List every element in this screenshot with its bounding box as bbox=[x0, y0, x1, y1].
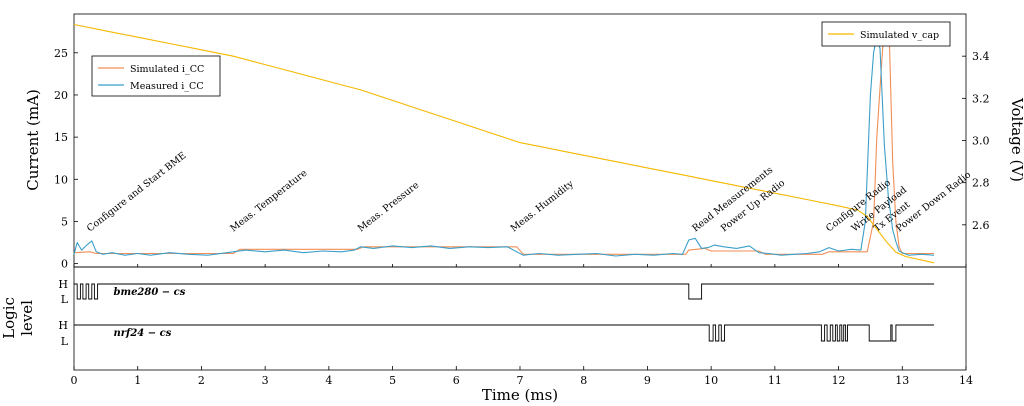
x-tick-label: 7 bbox=[517, 374, 524, 387]
y-right-tick-label: 3.2 bbox=[972, 92, 990, 105]
x-tick-label: 10 bbox=[704, 374, 718, 387]
x-tick-label: 5 bbox=[389, 374, 396, 387]
y-right-tick-label: 3.4 bbox=[972, 50, 990, 63]
y-right-axis-label: Voltage (V) bbox=[1008, 97, 1024, 182]
x-tick-label: 12 bbox=[832, 374, 846, 387]
legend-voltage-label: Simulated v_cap bbox=[860, 30, 939, 41]
chart-marks bbox=[73, 13, 967, 371]
y-left-tick-label: 5 bbox=[61, 215, 68, 228]
y-right-tick-label: 3.0 bbox=[972, 135, 990, 148]
logic-level-l: L bbox=[61, 293, 69, 306]
y-left-axis-label: Current (mA) bbox=[24, 89, 42, 191]
legend-current-label: Measured i_CC bbox=[130, 81, 204, 92]
x-tick-label: 14 bbox=[959, 374, 973, 387]
x-tick-label: 11 bbox=[768, 374, 782, 387]
logic-signal-trace-1 bbox=[74, 324, 935, 342]
series-line-1 bbox=[73, 35, 935, 257]
series-line-2 bbox=[73, 23, 935, 264]
y-right-tick-label: 2.6 bbox=[972, 219, 990, 232]
y-left-tick-label: 10 bbox=[54, 173, 68, 186]
x-tick-label: 8 bbox=[580, 374, 587, 387]
x-tick-label: 9 bbox=[644, 374, 651, 387]
logic-level-h: H bbox=[58, 278, 68, 291]
x-tick-label: 4 bbox=[325, 374, 332, 387]
y-right-tick-label: 2.8 bbox=[972, 177, 990, 190]
y-left-tick-label: 0 bbox=[61, 258, 68, 271]
logic-axis-label-line1: Logic bbox=[0, 297, 18, 339]
phase-annotation: Configure and Start BME bbox=[85, 150, 189, 234]
logic-level-h: H bbox=[58, 319, 68, 332]
legend-current-label: Simulated i_CC bbox=[130, 64, 204, 75]
x-axis-label: Time (ms) bbox=[482, 386, 558, 404]
x-tick-label: 13 bbox=[895, 374, 909, 387]
legend-current-box bbox=[91, 55, 221, 97]
logic-plot-frame bbox=[73, 266, 967, 371]
logic-signal-trace-0 bbox=[74, 283, 935, 300]
x-tick-label: 0 bbox=[71, 374, 78, 387]
logic-signal-label: nrf24 − cs bbox=[114, 328, 172, 339]
x-tick-label: 2 bbox=[198, 374, 205, 387]
logic-signal-label: bme280 − cs bbox=[114, 287, 186, 298]
logic-level-l: L bbox=[61, 335, 69, 348]
phase-annotation: Meas. Pressure bbox=[356, 180, 422, 235]
y-left-tick-label: 20 bbox=[54, 89, 68, 102]
phase-annotation: Meas. Humidity bbox=[509, 178, 577, 234]
y-left-tick-label: 15 bbox=[54, 131, 68, 144]
x-tick-label: 6 bbox=[453, 374, 460, 387]
logic-axis-label-line2: level bbox=[18, 300, 36, 336]
x-tick-label: 1 bbox=[134, 374, 141, 387]
phase-annotation: Meas. Temperature bbox=[228, 167, 309, 234]
x-tick-label: 3 bbox=[262, 374, 269, 387]
y-left-tick-label: 25 bbox=[54, 47, 68, 60]
